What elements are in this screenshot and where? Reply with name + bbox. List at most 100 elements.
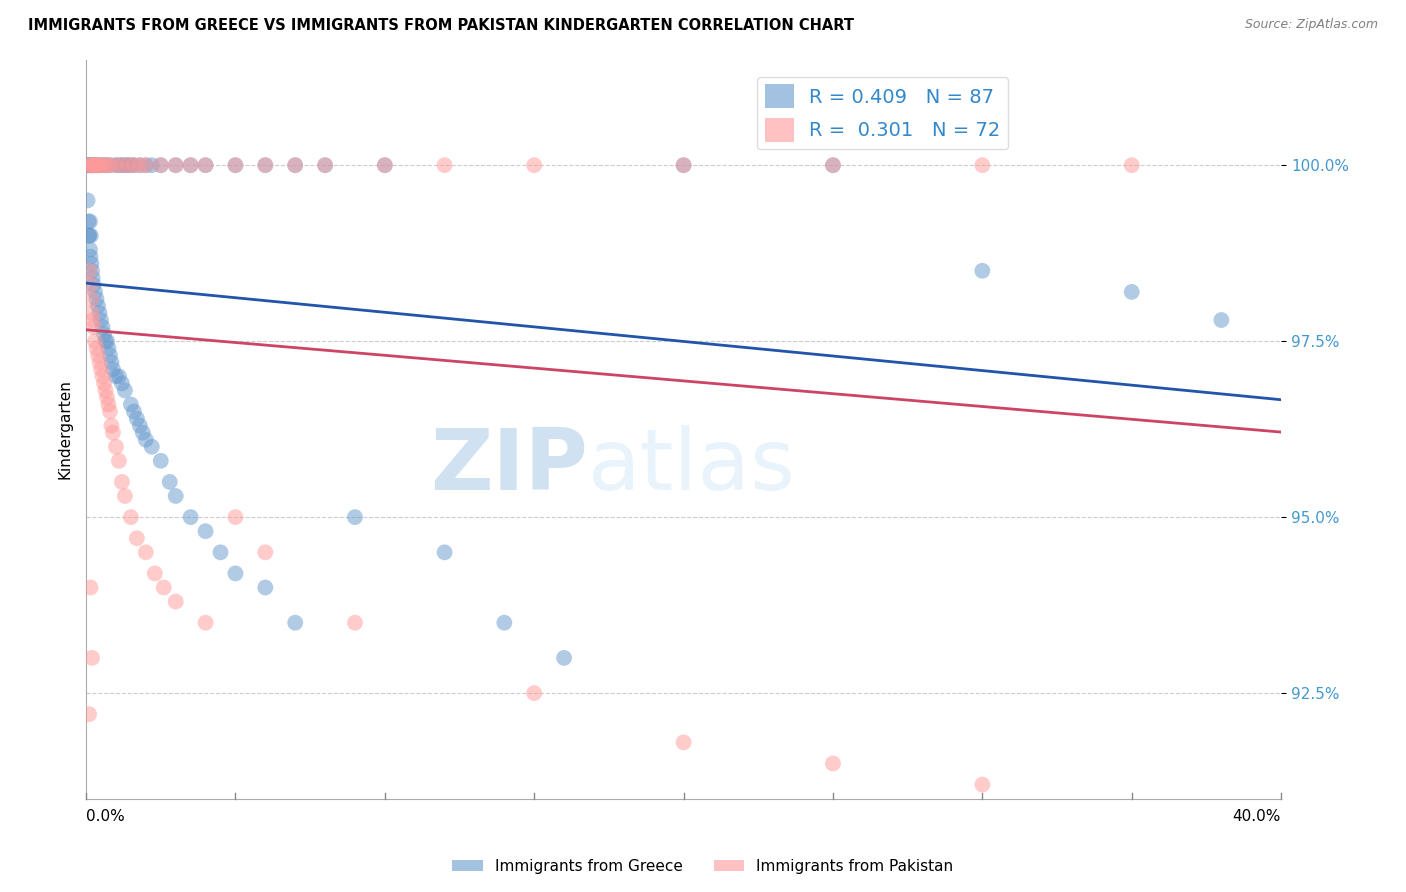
Point	[90, 158, 112, 172]
Point	[108, 454, 131, 468]
Point	[80, 264, 103, 278]
Point	[100, 355, 122, 369]
Point	[77, 158, 100, 172]
Point	[821, 158, 844, 172]
Point	[122, 158, 145, 172]
Point	[180, 158, 202, 172]
Point	[284, 158, 307, 172]
Point	[143, 566, 166, 581]
Point	[77, 214, 100, 228]
Point	[374, 158, 396, 172]
Point	[120, 510, 142, 524]
Point	[77, 228, 100, 243]
Point	[152, 581, 174, 595]
Point	[93, 158, 115, 172]
Point	[194, 615, 217, 630]
Point	[108, 369, 131, 384]
Point	[1121, 158, 1143, 172]
Point	[672, 735, 695, 749]
Point	[77, 228, 100, 243]
Point	[114, 489, 136, 503]
Point	[141, 440, 163, 454]
Point	[149, 158, 172, 172]
Point	[80, 292, 103, 306]
Point	[135, 545, 157, 559]
Point	[87, 299, 110, 313]
Point	[89, 355, 111, 369]
Point	[98, 158, 121, 172]
Point	[76, 194, 98, 208]
Point	[77, 707, 100, 722]
Point	[96, 334, 118, 348]
Point	[93, 158, 115, 172]
Point	[96, 158, 118, 172]
Point	[83, 158, 105, 172]
Point	[84, 285, 107, 299]
Point	[93, 327, 115, 342]
Point	[972, 158, 994, 172]
Point	[90, 158, 112, 172]
Point	[101, 425, 124, 440]
Point	[84, 158, 107, 172]
Point	[77, 158, 100, 172]
Point	[84, 158, 107, 172]
Point	[553, 651, 575, 665]
Point	[122, 158, 145, 172]
Point	[80, 228, 103, 243]
Point	[90, 362, 112, 376]
Point	[1121, 285, 1143, 299]
Point	[165, 594, 187, 608]
Text: 0.0%: 0.0%	[86, 809, 125, 824]
Point	[494, 615, 516, 630]
Point	[224, 566, 246, 581]
Point	[180, 510, 202, 524]
Point	[82, 270, 104, 285]
Point	[79, 158, 101, 172]
Point	[1211, 313, 1233, 327]
Point	[79, 243, 101, 257]
Point	[77, 158, 100, 172]
Point	[284, 615, 307, 630]
Point	[523, 158, 546, 172]
Point	[343, 510, 366, 524]
Point	[104, 158, 127, 172]
Point	[374, 158, 396, 172]
Point	[254, 158, 277, 172]
Point	[224, 158, 246, 172]
Point	[120, 158, 142, 172]
Point	[94, 334, 117, 348]
Point	[111, 376, 134, 391]
Legend: R = 0.409   N = 87, R =  0.301   N = 72: R = 0.409 N = 87, R = 0.301 N = 72	[756, 77, 1008, 150]
Point	[82, 313, 104, 327]
Legend: Immigrants from Greece, Immigrants from Pakistan: Immigrants from Greece, Immigrants from …	[446, 853, 960, 880]
Point	[98, 158, 121, 172]
Point	[79, 158, 101, 172]
Point	[523, 686, 546, 700]
Point	[111, 158, 134, 172]
Point	[86, 158, 108, 172]
Point	[80, 651, 103, 665]
Point	[87, 348, 110, 362]
Point	[224, 158, 246, 172]
Point	[135, 158, 157, 172]
Point	[93, 376, 115, 391]
Point	[672, 158, 695, 172]
Point	[80, 158, 103, 172]
Point	[108, 158, 131, 172]
Point	[821, 158, 844, 172]
Point	[87, 158, 110, 172]
Point	[125, 411, 148, 425]
Point	[314, 158, 336, 172]
Point	[94, 384, 117, 398]
Point	[80, 257, 103, 271]
Point	[128, 418, 150, 433]
Point	[135, 158, 157, 172]
Point	[79, 158, 101, 172]
Point	[83, 320, 105, 334]
Point	[433, 545, 456, 559]
Point	[194, 524, 217, 539]
Point	[91, 369, 114, 384]
Point	[672, 158, 695, 172]
Point	[86, 341, 108, 355]
Text: Source: ZipAtlas.com: Source: ZipAtlas.com	[1244, 18, 1378, 31]
